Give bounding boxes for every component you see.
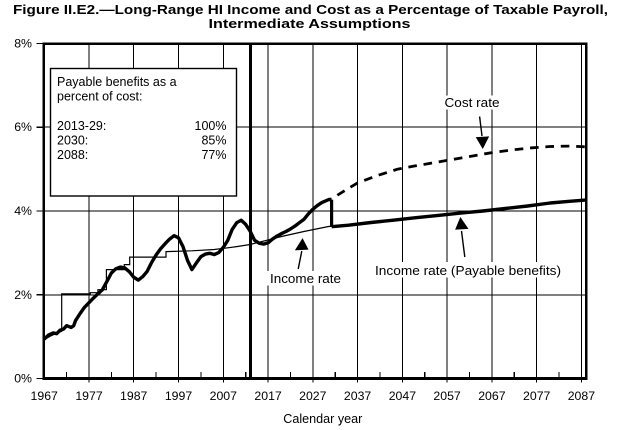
svg-text:Income rate (Payable benefits: Income rate (Payable benefits): [375, 264, 561, 278]
svg-text:0%: 0%: [14, 372, 32, 386]
svg-text:Cost rate: Cost rate: [445, 96, 500, 110]
svg-text:Calendar year: Calendar year: [283, 412, 362, 426]
svg-text:Income rate: Income rate: [270, 272, 341, 286]
svg-text:1987: 1987: [120, 389, 148, 403]
svg-text:2057: 2057: [433, 389, 461, 403]
svg-text:8%: 8%: [14, 37, 32, 51]
svg-text:85%: 85%: [201, 134, 226, 148]
svg-text:Figure II.E2.—Long-Range HI In: Figure II.E2.—Long-Range HI Income and C…: [13, 3, 608, 17]
svg-text:2027: 2027: [299, 389, 327, 403]
svg-text:2037: 2037: [344, 389, 372, 403]
svg-text:2077: 2077: [523, 389, 551, 403]
svg-text:Intermediate Assumptions: Intermediate Assumptions: [209, 17, 411, 31]
svg-text:2088:: 2088:: [57, 148, 88, 162]
svg-text:1977: 1977: [75, 389, 103, 403]
svg-text:1967: 1967: [31, 389, 59, 403]
svg-text:2030:: 2030:: [57, 134, 88, 148]
svg-text:2007: 2007: [210, 389, 238, 403]
svg-text:1997: 1997: [165, 389, 193, 403]
svg-text:2047: 2047: [389, 389, 417, 403]
svg-text:4%: 4%: [14, 204, 32, 218]
svg-text:percent of cost:: percent of cost:: [57, 90, 142, 104]
svg-text:2%: 2%: [14, 288, 32, 302]
svg-text:77%: 77%: [201, 148, 226, 162]
svg-text:Payable benefits as a: Payable benefits as a: [57, 75, 177, 89]
svg-text:100%: 100%: [195, 119, 227, 133]
svg-text:2013-29:: 2013-29:: [57, 119, 106, 133]
svg-text:2017: 2017: [254, 389, 282, 403]
svg-text:2067: 2067: [478, 389, 506, 403]
svg-text:2087: 2087: [568, 389, 596, 403]
svg-text:6%: 6%: [14, 120, 32, 134]
